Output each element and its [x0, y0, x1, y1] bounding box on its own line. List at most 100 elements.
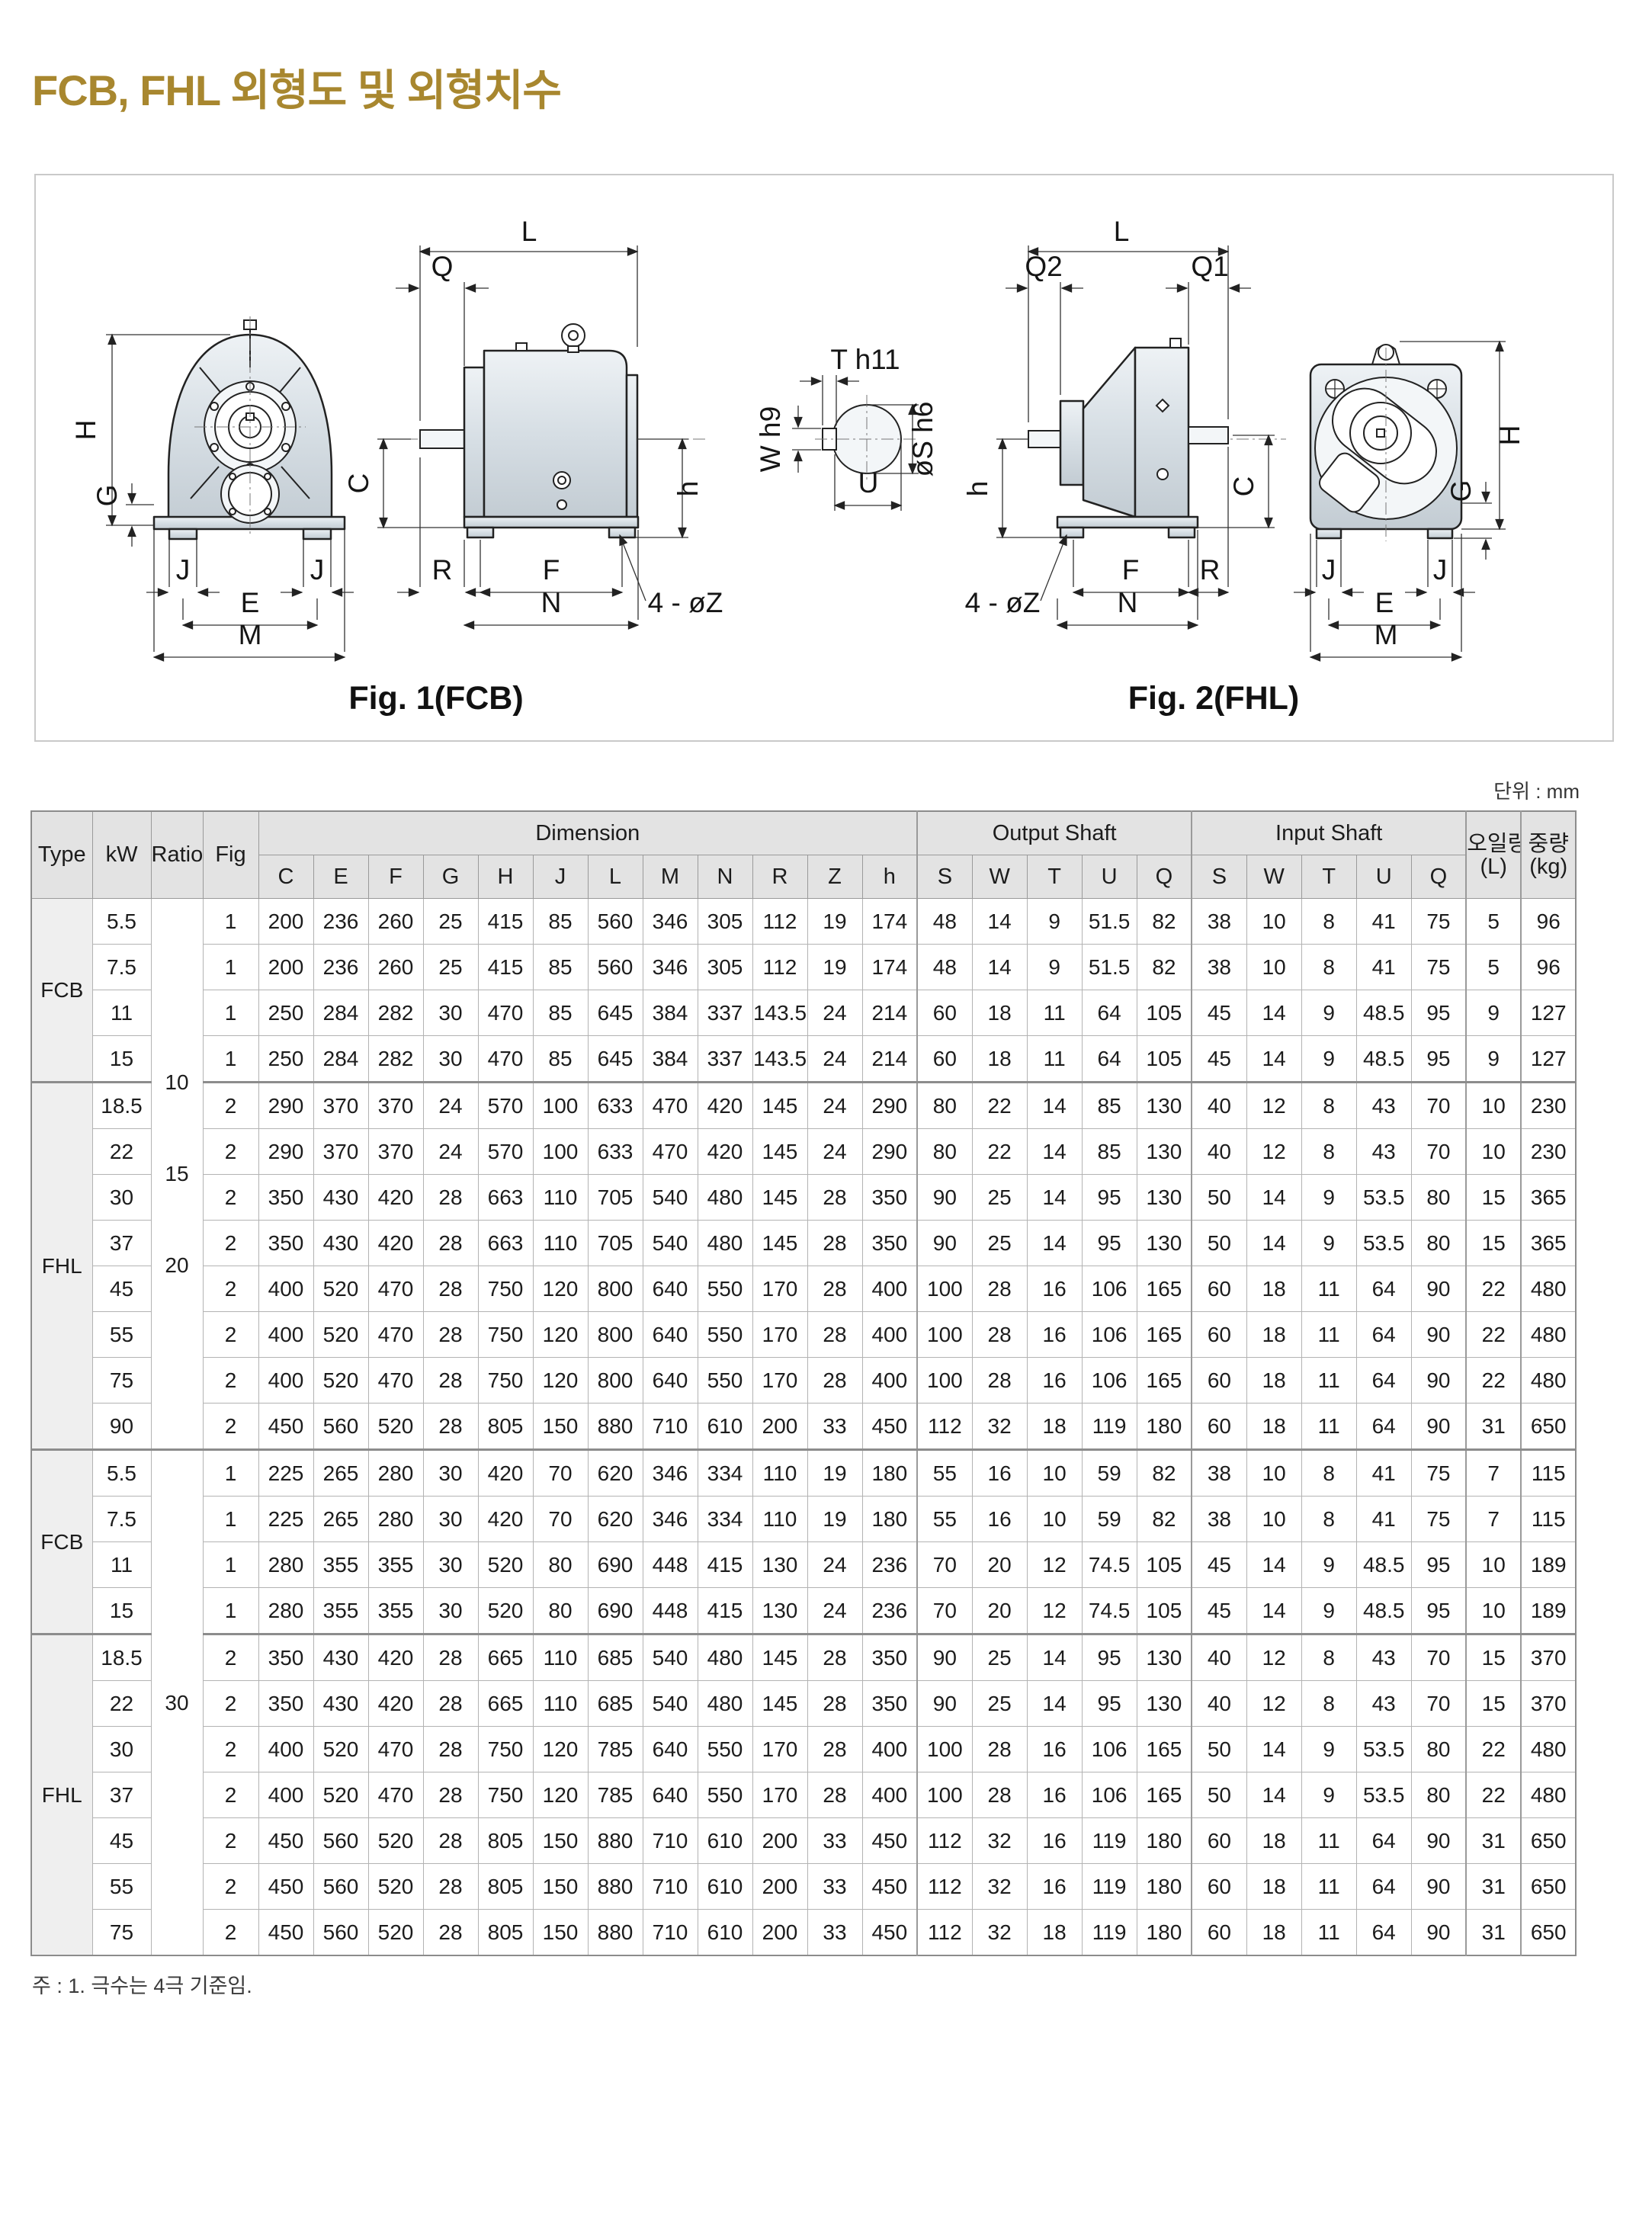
value-cell: 785 — [587, 1726, 643, 1772]
table-row: 55 2 400 520 470 28 750 120 800 640 550 170 28 400 100… — [31, 1311, 1577, 1358]
value-cell: 225 — [258, 1496, 314, 1542]
value-cell: 8 — [1301, 1081, 1357, 1129]
value-cell: 130 — [1136, 1633, 1192, 1681]
dim-label: T h11 — [830, 344, 900, 375]
value-cell: 305 — [697, 944, 753, 990]
value-cell: 50 — [1191, 1726, 1247, 1772]
value-cell: 55 — [916, 1448, 973, 1497]
value-cell: 82 — [1136, 1496, 1192, 1542]
table-row: FCB 5.5 30 1 225 265 280 30 420 70 620 346 334 110 19 1… — [30, 1448, 1577, 1956]
col-header-F: F — [367, 855, 424, 899]
value-cell: 64 — [1081, 990, 1137, 1036]
value-cell: 350 — [861, 1174, 918, 1221]
value-cell: 9 — [1301, 1035, 1357, 1083]
value-cell: 33 — [807, 1863, 863, 1910]
value-cell: 11 — [1026, 1035, 1083, 1083]
value-cell: 170 — [752, 1726, 808, 1772]
value-cell: 10 — [1465, 1128, 1522, 1175]
value-cell: 22 — [971, 1081, 1028, 1129]
value-cell: 9 — [1465, 1035, 1522, 1083]
value-cell: 105 — [1136, 1035, 1192, 1083]
value-cell: 420 — [367, 1680, 424, 1727]
value-cell: 346 — [642, 1496, 698, 1542]
value-cell: 520 — [477, 1587, 534, 1634]
value-cell: 60 — [916, 1035, 973, 1083]
value-cell: 16 — [1026, 1863, 1083, 1910]
value-cell: 60 — [1191, 1403, 1247, 1450]
value-cell: 95 — [1410, 1035, 1467, 1083]
value-cell: 112 — [916, 1817, 973, 1864]
value-cell: 705 — [587, 1174, 643, 1221]
fig-cell: 1 — [202, 944, 259, 990]
value-cell: 14 — [1026, 1081, 1083, 1129]
value-cell: 260 — [367, 898, 424, 945]
dim-label: L — [1114, 216, 1130, 247]
value-cell: 18 — [1026, 1403, 1083, 1450]
value-cell: 180 — [861, 1448, 918, 1497]
value-cell: 400 — [258, 1772, 314, 1818]
value-cell: 800 — [587, 1311, 643, 1358]
value-cell: 645 — [587, 990, 643, 1036]
value-cell: 145 — [752, 1633, 808, 1681]
value-cell: 28 — [971, 1726, 1028, 1772]
value-cell: 15 — [1465, 1680, 1522, 1727]
col-header-type: Type — [30, 810, 93, 899]
fig-cell: 2 — [202, 1128, 259, 1175]
value-cell: 28 — [807, 1266, 863, 1312]
value-cell: 415 — [477, 898, 534, 945]
value-cell: 480 — [697, 1633, 753, 1681]
value-cell: 9 — [1301, 1541, 1357, 1588]
value-cell: 59 — [1081, 1496, 1137, 1542]
value-cell: 805 — [477, 1909, 534, 1956]
fcb-front-view: H G J J E M — [70, 316, 354, 662]
value-cell: 189 — [1520, 1541, 1577, 1588]
value-cell: 560 — [313, 1909, 369, 1956]
value-cell: 20 — [971, 1541, 1028, 1588]
value-cell: 10 — [1465, 1081, 1522, 1129]
value-cell: 14 — [1026, 1680, 1083, 1727]
value-cell: 690 — [587, 1587, 643, 1634]
value-cell: 520 — [313, 1772, 369, 1818]
value-cell: 8 — [1301, 1448, 1357, 1497]
type-cell: FHL — [30, 1081, 93, 1450]
value-cell: 5 — [1465, 898, 1522, 945]
value-cell: 400 — [258, 1357, 314, 1404]
value-cell: 520 — [477, 1541, 534, 1588]
value-cell: 14 — [1026, 1128, 1083, 1175]
dim-label: C — [343, 473, 374, 494]
value-cell: 290 — [258, 1081, 314, 1129]
value-cell: 750 — [477, 1772, 534, 1818]
value-cell: 60 — [1191, 1357, 1247, 1404]
header-group-row: Type kW Ratio Fig Dimension Output Shaft… — [30, 810, 1577, 899]
value-cell: 90 — [1410, 1403, 1467, 1450]
value-cell: 450 — [258, 1863, 314, 1910]
col-header-S: S — [1191, 855, 1247, 899]
value-cell: 15 — [1465, 1220, 1522, 1266]
value-cell: 633 — [587, 1081, 643, 1129]
value-cell: 100 — [532, 1081, 589, 1129]
value-cell: 11 — [1301, 1403, 1357, 1450]
value-cell: 355 — [367, 1541, 424, 1588]
col-header-kw: kW — [91, 810, 152, 899]
value-cell: 284 — [313, 990, 369, 1036]
value-cell: 11 — [1301, 1266, 1357, 1312]
value-cell: 570 — [477, 1081, 534, 1129]
value-cell: 12 — [1246, 1128, 1302, 1175]
value-cell: 31 — [1465, 1817, 1522, 1864]
value-cell: 100 — [916, 1772, 973, 1818]
value-cell: 14 — [1246, 1174, 1302, 1221]
value-cell: 53.5 — [1355, 1220, 1412, 1266]
value-cell: 70 — [1410, 1633, 1467, 1681]
kw-cell: 75 — [91, 1909, 152, 1956]
value-cell: 64 — [1355, 1357, 1412, 1404]
value-cell: 640 — [642, 1772, 698, 1818]
col-header-Q: Q — [1136, 855, 1192, 899]
value-cell: 105 — [1136, 990, 1192, 1036]
value-cell: 28 — [422, 1403, 479, 1450]
figure-panel: H G J J E M — [34, 174, 1614, 742]
value-cell: 24 — [807, 1541, 863, 1588]
value-cell: 70 — [1410, 1680, 1467, 1727]
value-cell: 165 — [1136, 1311, 1192, 1358]
value-cell: 200 — [752, 1817, 808, 1864]
fcb-side-view: L Q C h R F N 4 - øZ — [343, 216, 723, 630]
